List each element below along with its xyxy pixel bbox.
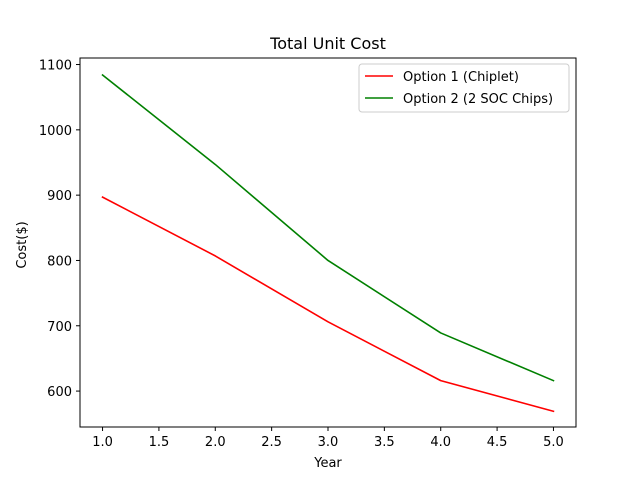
x-tick-label: 1.0: [92, 435, 113, 450]
x-tick-label: 5.0: [543, 435, 564, 450]
y-axis: 600 700 800 900 1000 1100: [39, 59, 80, 400]
series-line-2: [101, 73, 555, 382]
y-tick-label: 1000: [39, 124, 72, 139]
x-tick-label: 4.5: [487, 435, 508, 450]
x-axis-label: Year: [313, 456, 342, 471]
y-tick-label: 600: [47, 385, 72, 400]
series-line-1: [101, 196, 555, 413]
x-axis: 1.0 1.5 2.0 2.5 3.0 3.5 4.0 4.5 5.0: [92, 427, 564, 450]
x-tick-label: 3.0: [318, 435, 339, 450]
chart-title: Total Unit Cost: [269, 34, 386, 53]
y-tick-label: 800: [47, 254, 72, 269]
legend-box: [358, 63, 570, 113]
x-tick-label: 1.5: [149, 435, 170, 450]
legend-label-2: Option 2 (2 SOC Chips): [403, 92, 553, 107]
x-tick-label: 2.5: [261, 435, 282, 450]
legend: Option 1 (Chiplet) Option 2 (2 SOC Chips): [358, 63, 570, 113]
y-axis-label: Cost($): [15, 221, 30, 268]
x-tick-label: 3.5: [374, 435, 395, 450]
series-layer: [101, 73, 555, 413]
y-tick-label: 1100: [39, 59, 72, 74]
x-tick-label: 4.0: [430, 435, 451, 450]
y-tick-label: 700: [47, 320, 72, 335]
x-tick-label: 2.0: [205, 435, 226, 450]
legend-label-1: Option 1 (Chiplet): [403, 70, 519, 85]
y-tick-label: 900: [47, 189, 72, 204]
